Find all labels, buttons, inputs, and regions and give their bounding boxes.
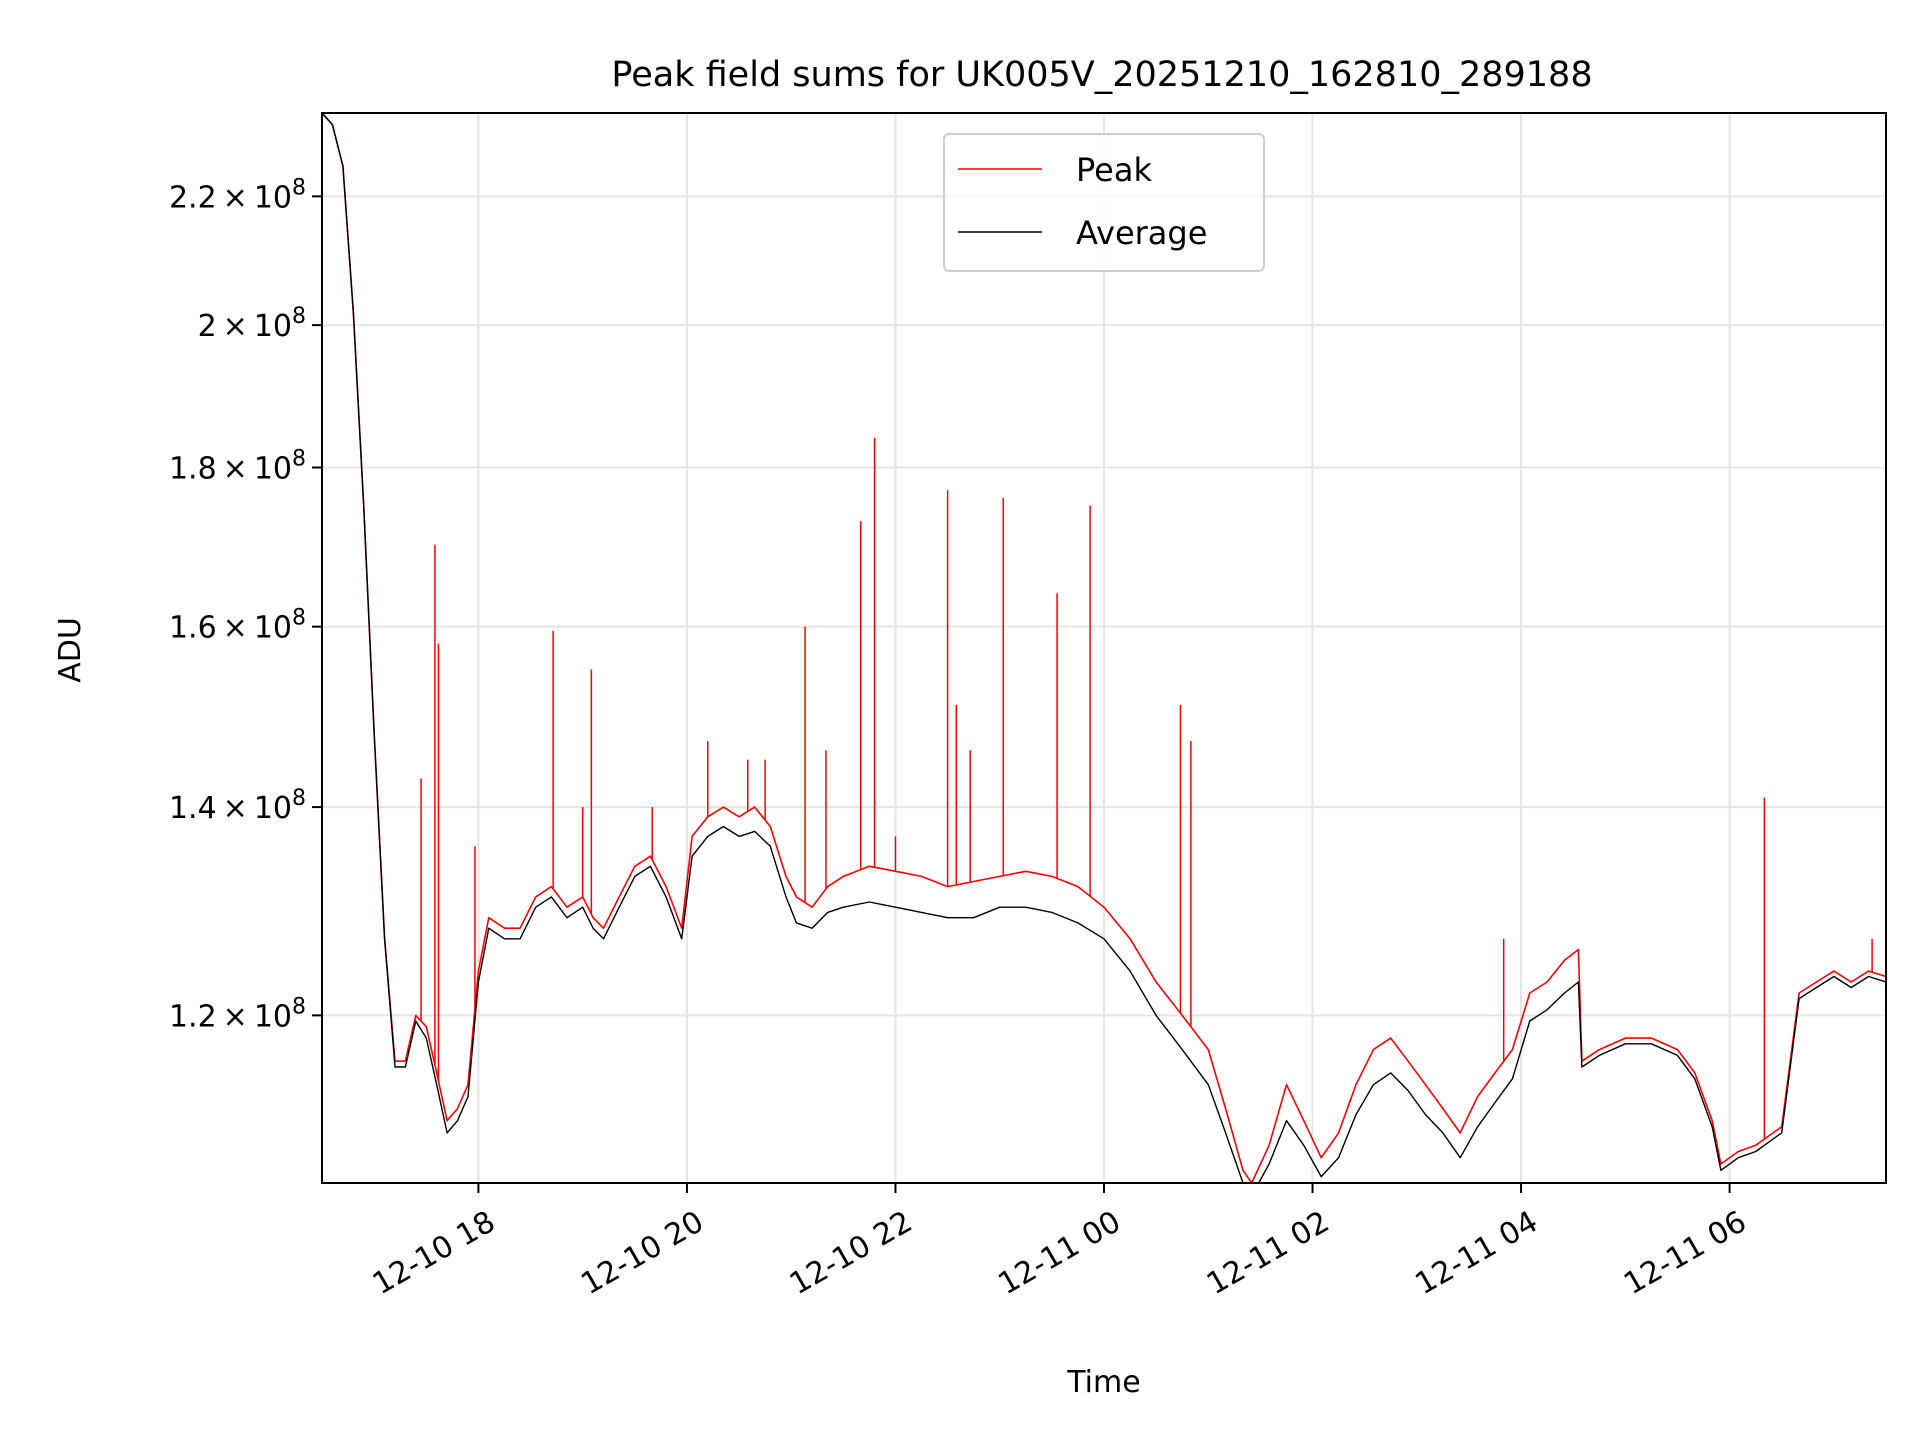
y-tick-base: 10	[254, 180, 292, 215]
y-tick-exponent: 8	[292, 606, 306, 631]
series-layer	[322, 113, 1886, 1183]
y-tick-label: 1.4 × 108	[169, 786, 306, 826]
y-tick-base: 10	[254, 452, 292, 487]
y-tick-exponent: 8	[292, 304, 306, 329]
series-line-peak	[322, 113, 1886, 1183]
y-tick-label: 2 × 108	[198, 304, 306, 344]
x-axis-label: Time	[1066, 1365, 1140, 1400]
y-tick-mantissa: 2.2 ×	[169, 180, 254, 215]
y-tick-exponent: 8	[292, 175, 306, 200]
y-tick-label: 1.8 × 108	[169, 447, 306, 487]
y-tick-label: 2.2 × 108	[169, 175, 306, 215]
y-tick-base: 10	[254, 611, 292, 646]
y-tick-mantissa: 1.4 ×	[169, 791, 254, 826]
y-tick-base: 10	[254, 309, 292, 344]
y-tick-base: 10	[254, 791, 292, 826]
y-tick-label: 1.2 × 108	[169, 994, 306, 1034]
y-tick-label: 1.6 × 108	[169, 606, 306, 646]
legend-label-average: Average	[1076, 214, 1207, 252]
y-tick-base: 10	[254, 999, 292, 1034]
legend-label-peak: Peak	[1076, 151, 1152, 189]
legend: Peak Average	[943, 133, 1265, 272]
y-tick-mantissa: 1.2 ×	[169, 999, 254, 1034]
y-axis-label: ADU	[53, 617, 88, 683]
y-tick-mantissa: 1.6 ×	[169, 611, 254, 646]
y-tick-mantissa: 2 ×	[198, 309, 254, 344]
chart-title: Peak field sums for UK005V_20251210_1628…	[611, 55, 1592, 95]
y-tick-exponent: 8	[292, 447, 306, 472]
y-tick-exponent: 8	[292, 786, 306, 811]
series-line-average	[322, 113, 1886, 1183]
y-tick-mantissa: 1.8 ×	[169, 452, 254, 487]
y-tick-exponent: 8	[292, 994, 306, 1019]
